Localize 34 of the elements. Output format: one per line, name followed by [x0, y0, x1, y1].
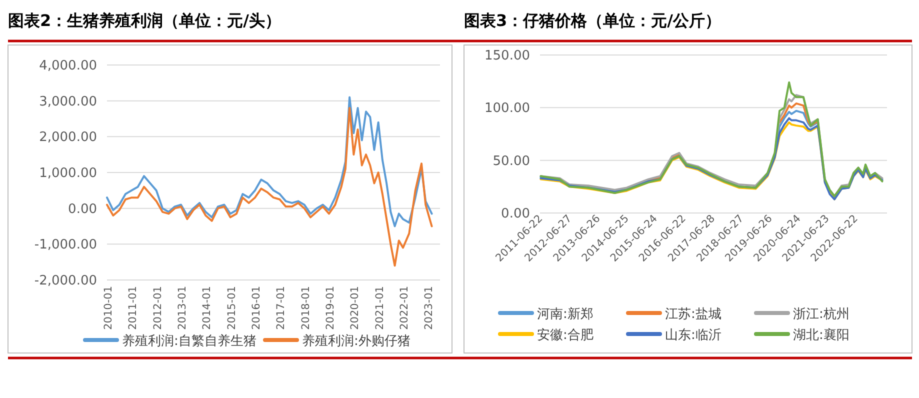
y-tick-label: -1,000.00 [34, 238, 97, 253]
legend-label: 湖北:襄阳 [793, 327, 850, 343]
x-tick-label: 2023-01 [423, 286, 436, 330]
legend-label: 山东:临沂 [665, 328, 722, 343]
x-tick-label: 2014-01 [201, 286, 214, 330]
y-tick-label: 4,000.00 [39, 58, 97, 74]
y-tick-label: 2,000.00 [39, 130, 97, 146]
x-tick-label: 2019-01 [324, 286, 336, 330]
y-tick-label: 50.00 [492, 154, 530, 169]
legend-label: 养殖利润:外购仔猪 [302, 333, 410, 349]
y-tick-label: -2,000.00 [34, 274, 97, 288]
legend-label: 安徽:合肥 [537, 327, 594, 343]
chart-title: 图表3：仔猪价格（单位：元/公斤） [464, 11, 721, 30]
legend-label: 浙江:杭州 [793, 307, 850, 322]
x-tick-label: 2013-01 [176, 286, 188, 330]
x-tick-label: 2016-01 [250, 286, 262, 330]
y-tick-label: 100.00 [484, 101, 530, 116]
y-tick-label: 1,000.00 [39, 166, 97, 181]
legend-label: 养殖利润:自繁自养生猪 [122, 333, 256, 349]
x-tick-label: 2021-01 [374, 286, 386, 330]
chart-title: 图表2：生猪养殖利润（单位：元/头） [8, 11, 281, 30]
y-tick-label: 0.00 [68, 202, 97, 217]
x-tick-label: 2011-01 [127, 286, 140, 330]
legend-label: 河南:新郑 [537, 307, 594, 322]
legend-label: 江苏:盐城 [665, 307, 722, 322]
x-tick-label: 2022-01 [398, 286, 410, 330]
x-tick-label: 2018-01 [300, 286, 312, 330]
x-tick-label: 2015-01 [226, 286, 238, 330]
y-tick-label: 150.00 [484, 48, 530, 64]
x-tick-label: 2020-01 [349, 286, 362, 330]
x-tick-label: 2012-01 [152, 286, 164, 330]
y-tick-label: 3,000.00 [39, 94, 97, 110]
x-tick-label: 2017-01 [275, 286, 288, 330]
x-tick-label: 2010-01 [102, 286, 114, 330]
